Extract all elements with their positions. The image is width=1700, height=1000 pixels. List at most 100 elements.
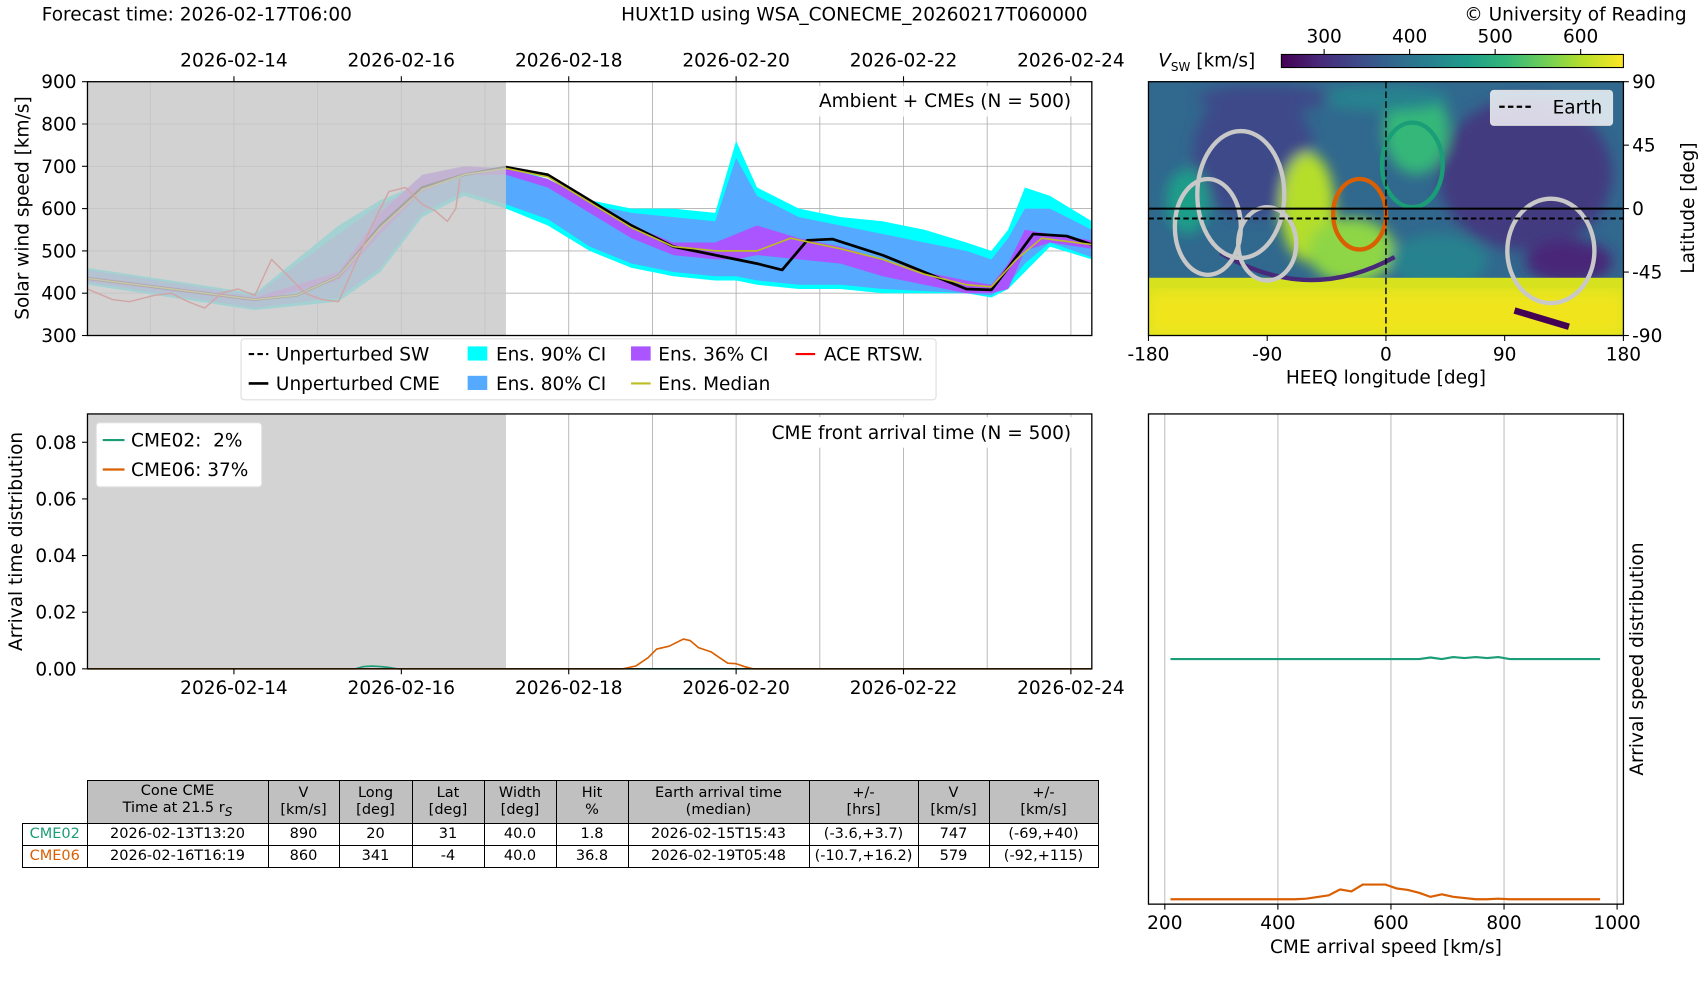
col-header-v: V [km/s] [267, 780, 340, 824]
colorbar-tick-label: 600 [1563, 26, 1598, 47]
cone-gray-3 [1236, 205, 1299, 283]
x-tick-label: -90 [1252, 345, 1282, 366]
colorbar-ticks: 300 400 500 600 [1306, 26, 1598, 55]
legend-ace: ACE RTSW. [824, 345, 923, 366]
table-cell: 1.8 [555, 823, 629, 846]
y-tick-label: 0.00 [35, 659, 76, 680]
cme02-speed-line [1170, 655, 1601, 661]
legend-ci36: Ens. 36% CI [658, 345, 768, 366]
y-tick-label: -45 [1632, 263, 1662, 284]
x-tick-label: 600 [1373, 913, 1408, 934]
table-cell: (-92,+115) [988, 845, 1099, 868]
date-tick-label: 2026-02-16 [348, 50, 456, 71]
colorbar-tick-label: 300 [1306, 26, 1341, 47]
date-tick-label: 2026-02-24 [1017, 678, 1125, 699]
table-cell: -4 [411, 845, 485, 868]
cme-parameters-table: Cone CME Time at 21.5 rS V [km/s] Long [deg… [22, 780, 1099, 868]
col-header-time: Cone CME Time at 21.5 rS [86, 780, 269, 824]
y-tick-label: 0.02 [35, 603, 76, 624]
cone-gray-4 [1505, 196, 1597, 306]
table-cell: 36.8 [555, 845, 629, 868]
table-header-row: Cone CME Time at 21.5 rS V [km/s] Long [deg… [22, 780, 1099, 824]
table-row: CME06 2026-02-16T16:19 860 341 -4 40.0 36.8 202… [22, 845, 1099, 868]
y-tick-label: 0.06 [35, 489, 76, 510]
date-tick-label: 2026-02-22 [850, 50, 958, 71]
copyright-label: © University of Reading [1464, 5, 1686, 26]
date-tick-label: 2026-02-24 [1017, 50, 1125, 71]
y-tick-label: 900 [41, 72, 76, 93]
colorbar [1280, 53, 1624, 69]
y-tick-label: 0 [1632, 199, 1644, 220]
map-axis-ticks: -180 -90 0 90 180 90 45 0 -45 -90 [1127, 72, 1662, 365]
legend-unperturbed-cme: Unperturbed CME [276, 374, 440, 395]
date-tick-label: 2026-02-20 [682, 50, 790, 71]
y-tick-label: 600 [41, 199, 76, 220]
y-tick-label: -90 [1632, 326, 1662, 347]
legend-cme02: CME02: 2% [131, 431, 242, 452]
colorbar-label: VSW [km/s] [1158, 50, 1255, 73]
colorbar-tick-label: 400 [1392, 26, 1427, 47]
table-cell: 2026-02-15T15:43 [627, 823, 810, 846]
x-tick-label: 180 [1606, 345, 1641, 366]
y-tick-label: 800 [41, 115, 76, 136]
ci80-swatch [467, 375, 488, 390]
x-tick-label: 200 [1147, 913, 1182, 934]
table-cell: 40.0 [483, 845, 557, 868]
table-cell: 860 [267, 845, 340, 868]
map-x-axis-label: HEEQ longitude [deg] [1286, 367, 1486, 388]
date-tick-label: 2026-02-18 [515, 678, 623, 699]
title-box [745, 417, 1079, 448]
col-header-speed-error: +/- [km/s] [988, 780, 1099, 824]
x-tick-label: 800 [1486, 913, 1521, 934]
arrival-time-title: CME front arrival time (N = 500) [772, 423, 1072, 444]
speed-legend: Unperturbed SW Unperturbed CME Ens. 90% … [240, 338, 937, 401]
date-tick-label: 2026-02-16 [348, 678, 456, 699]
y-tick-label: 0.04 [35, 546, 76, 567]
legend-box [240, 338, 937, 401]
plot-frame [86, 413, 1093, 670]
plot-frame [1147, 413, 1625, 905]
arrival-time-y-axis-label: Arrival time distribution [6, 432, 27, 651]
x-axis-date-ticks: 2026-02-14 2026-02-16 2026-02-18 2026-02-20… [180, 668, 1125, 699]
legend-unperturbed-sw: Unperturbed SW [276, 345, 429, 366]
date-tick-label: 2026-02-14 [180, 678, 288, 699]
col-header-long: Long [deg] [338, 780, 413, 824]
map-y-axis-label: Latitude [deg] [1678, 142, 1699, 273]
pre-forecast-shade [87, 81, 506, 336]
cone-cme02 [1379, 120, 1445, 210]
legend-ci80: Ens. 80% CI [496, 374, 606, 395]
x-axis-date-ticks: 2026-02-14 2026-02-16 2026-02-18 2026-02-20… [180, 50, 1125, 82]
x-tick-label: 0 [1380, 345, 1392, 366]
legend-earth: Earth [1553, 97, 1603, 118]
legend-cme06: CME06: 37% [131, 460, 248, 481]
x-tick-label: 90 [1493, 345, 1517, 366]
table-cell: 890 [267, 823, 340, 846]
y-tick-label: 90 [1632, 72, 1656, 93]
col-header-time-error: +/- [hrs] [808, 780, 919, 824]
table-cell: 2026-02-13T13:20 [86, 823, 269, 846]
cme06-arrival-line [87, 638, 1092, 670]
date-tick-label: 2026-02-18 [515, 50, 623, 71]
table-cell: (-3.6,+3.7) [808, 823, 919, 846]
date-tick-label: 2026-02-22 [850, 678, 958, 699]
arrival-speed-plot: 200 400 600 800 1000 CME arrival speed [km/s… [1147, 413, 1648, 958]
y-axis-ticks: 300 400 500 600 700 800 900 [41, 72, 88, 347]
ci90-swatch [467, 346, 488, 361]
y-tick-label: 300 [41, 326, 76, 347]
row-label-cme02: CME02 [22, 823, 88, 846]
speed-y-axis-label: Solar wind speed [km/s] [13, 96, 34, 319]
table-cell: 341 [338, 845, 413, 868]
legend-ci90: Ens. 90% CI [496, 345, 606, 366]
date-tick-label: 2026-02-14 [180, 50, 288, 71]
cme06-speed-line [1170, 883, 1601, 901]
arrival-speed-y-axis-label: Arrival speed distribution [1627, 542, 1648, 775]
arrival-speed-lines [1170, 655, 1601, 901]
col-header-arrival-time: Earth arrival time (median) [627, 780, 810, 824]
x-axis-ticks: 200 400 600 800 1000 [1147, 904, 1641, 934]
table-cell: 31 [411, 823, 485, 846]
title-box [798, 86, 1078, 117]
arrival-legend-box [95, 422, 263, 488]
table-cell: 2026-02-19T05:48 [627, 845, 810, 868]
table-cell: (-10.7,+16.2) [808, 845, 919, 868]
